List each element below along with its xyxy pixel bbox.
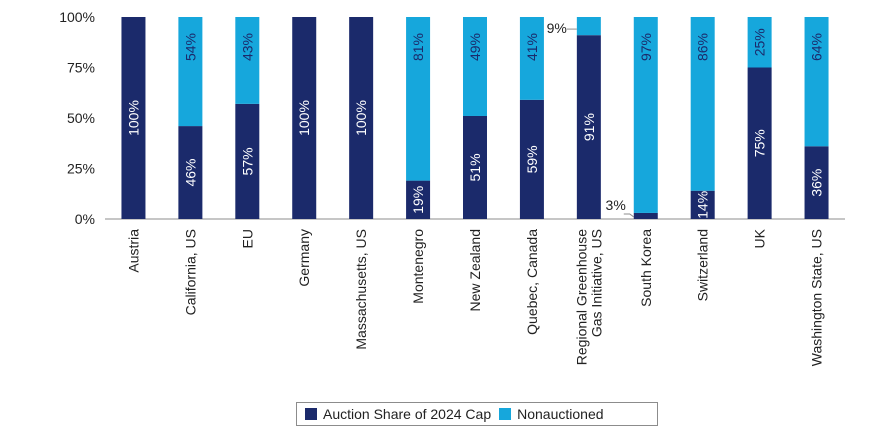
bar-nonauctioned-eu: [235, 17, 260, 104]
x-tick-label-montenegro: Montenegro: [410, 229, 426, 304]
x-tick-label-regional-greenhouse-gas-initiative-us: Regional Greenhouse: [573, 229, 589, 365]
leader-line-auction-south-korea: [623, 213, 635, 218]
bar-nonauctioned-regional-greenhouse-gas-initiative-us: [576, 17, 601, 36]
y-tick-label: 50%: [67, 110, 95, 126]
data-label-auction-regional-greenhouse-gas-initiative-us: 91%: [581, 113, 597, 141]
bar-auction-montenegro: [406, 180, 431, 219]
bar-auction-eu: [235, 103, 260, 219]
data-label-auction-germany: 100%: [296, 100, 312, 136]
data-label-auction-uk: 75%: [752, 129, 768, 157]
data-label-auction-montenegro: 19%: [410, 186, 426, 214]
bar-auction-massachusetts-us: [349, 17, 374, 219]
x-tick-label-switzerland: Switzerland: [695, 229, 711, 301]
data-label-auction-eu: 57%: [239, 147, 255, 175]
data-label-nonauctioned-washington-state-us: 64%: [809, 33, 825, 61]
bar-nonauctioned-uk: [747, 17, 772, 68]
bar-nonauctioned-south-korea: [633, 17, 658, 213]
bar-auction-switzerland: [690, 190, 715, 219]
y-tick-label: 100%: [59, 9, 95, 25]
data-label-nonauctioned-switzerland: 86%: [695, 33, 711, 61]
bar-nonauctioned-new-zealand: [463, 17, 487, 116]
bar-auction-new-zealand: [463, 115, 487, 219]
y-tick-label: 0%: [75, 211, 95, 227]
legend-swatch-nonauctioned: [499, 408, 512, 420]
legend-label-auction: Auction Share of 2024 Cap: [323, 406, 492, 422]
legend-swatch-auction: [305, 408, 317, 420]
x-tick-label-uk: UK: [752, 228, 768, 248]
data-label-auction-new-zealand: 51%: [467, 153, 483, 181]
bar-nonauctioned-montenegro: [406, 17, 431, 181]
data-label-auction-south-korea: 3%: [606, 197, 626, 213]
data-label-auction-switzerland: 14%: [695, 191, 711, 219]
data-label-nonauctioned-california-us: 54%: [182, 33, 198, 61]
bar-nonauctioned-switzerland: [690, 17, 715, 191]
data-label-auction-massachusetts-us: 100%: [353, 100, 369, 136]
bar-nonauctioned-washington-state-us: [804, 17, 829, 147]
bar-auction-quebec-canada: [519, 99, 544, 219]
x-tick-label-washington-state-us: Washington State, US: [809, 229, 825, 366]
legend-item-nonauctioned: Nonauctioned: [499, 406, 604, 422]
bar-nonauctioned-california-us: [178, 17, 203, 127]
data-label-auction-austria: 100%: [125, 100, 141, 136]
data-label-nonauctioned-quebec-canada: 41%: [524, 33, 540, 61]
legend-item-auction: Auction Share of 2024 Cap: [305, 406, 491, 422]
x-tick-label-austria: Austria: [125, 229, 141, 273]
x-tick-label-germany: Germany: [296, 229, 312, 287]
y-tick-label: 75%: [67, 60, 95, 76]
y-tick-label: 25%: [67, 161, 95, 177]
x-tick-label-eu: EU: [239, 229, 255, 248]
legend: Auction Share of 2024 Cap Nonauctioned: [296, 402, 658, 426]
legend-label-nonauctioned: Nonauctioned: [517, 406, 604, 422]
data-label-nonauctioned-regional-greenhouse-gas-initiative-us: 9%: [547, 20, 567, 36]
bar-auction-austria: [121, 17, 146, 219]
bar-auction-germany: [292, 17, 317, 219]
x-tick-label-regional-greenhouse-gas-initiative-us: Gas Initiative, US: [588, 229, 604, 337]
bar-auction-california-us: [178, 126, 203, 219]
bar-auction-uk: [747, 67, 772, 219]
x-tick-label-massachusetts-us: Massachusetts, US: [353, 229, 369, 350]
data-label-nonauctioned-south-korea: 97%: [638, 33, 654, 61]
bar-auction-south-korea: [633, 212, 658, 219]
data-label-nonauctioned-montenegro: 81%: [410, 33, 426, 61]
bar-auction-regional-greenhouse-gas-initiative-us: [576, 35, 601, 220]
data-label-nonauctioned-uk: 25%: [752, 28, 768, 56]
x-tick-label-south-korea: South Korea: [638, 229, 654, 307]
x-tick-label-california-us: California, US: [182, 229, 198, 315]
x-tick-label-new-zealand: New Zealand: [467, 229, 483, 312]
data-label-auction-quebec-canada: 59%: [524, 145, 540, 173]
bar-auction-washington-state-us: [804, 146, 829, 219]
x-tick-label-quebec-canada: Quebec, Canada: [524, 229, 540, 335]
bar-nonauctioned-quebec-canada: [519, 17, 544, 100]
data-label-nonauctioned-new-zealand: 49%: [467, 33, 483, 61]
data-label-auction-washington-state-us: 36%: [809, 169, 825, 197]
data-label-nonauctioned-eu: 43%: [239, 33, 255, 61]
data-label-auction-california-us: 46%: [182, 159, 198, 187]
